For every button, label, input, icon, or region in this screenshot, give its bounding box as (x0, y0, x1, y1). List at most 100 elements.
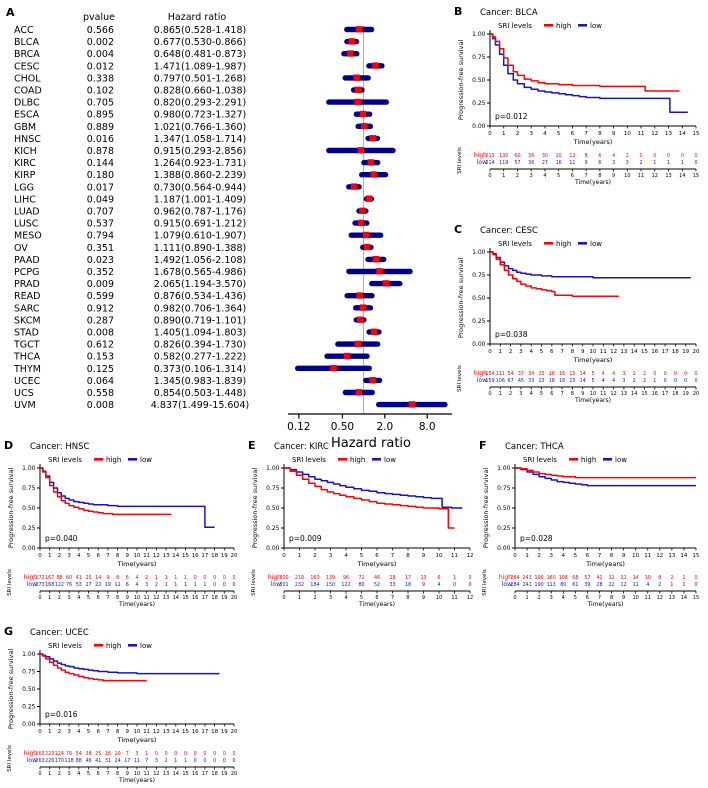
hr-point (355, 389, 362, 396)
risk-count: 41 (76, 575, 82, 581)
pvalue-value: 0.004 (87, 49, 114, 60)
km-curve-high (40, 653, 147, 682)
risk-row-name: low (477, 377, 487, 384)
x-axis-tick-label: 0 (513, 553, 517, 559)
risk-axis-tick-label: 12 (657, 595, 663, 601)
risk-axis-tick-label: 2 (58, 771, 61, 777)
risk-axis-tick-label: 8 (610, 595, 613, 601)
x-axis-tick-label: 20 (231, 553, 238, 559)
hr-ci-text: 1.492(1.056-2.108) (154, 255, 246, 266)
legend-low-label: low (590, 240, 602, 248)
y-axis-tick-label: 1.00 (497, 465, 511, 472)
risk-count: 0 (674, 371, 677, 377)
risk-count: 1 (203, 582, 206, 588)
x-axis-tick-label: 5 (87, 729, 91, 735)
risk-axis-tick-label: 3 (68, 595, 71, 601)
risk-axis-tick-label: 20 (231, 595, 237, 601)
y-axis-tick-label: 0.00 (497, 545, 511, 552)
risk-axis-tick-label: 18 (672, 391, 678, 397)
cancer-name: COAD (14, 86, 42, 97)
hr-ci-text: 1.021(0.766-1.360) (154, 122, 246, 133)
hr-ci-text: 0.890(0.719-1.101) (154, 315, 246, 326)
risk-row-name: high (474, 152, 487, 159)
y-axis-tick-label: 0.75 (22, 485, 36, 492)
x-axis-tick-label: 1 (525, 553, 529, 559)
risk-count: 28 (389, 575, 395, 581)
risk-count: 8 (116, 575, 119, 581)
hr-ci-text: 0.373(0.106-1.314) (154, 364, 246, 375)
y-axis-tick-label: 1.00 (266, 465, 280, 472)
x-axis-tick-label: 15 (182, 729, 189, 735)
hr-axis-tick-label: 0.50 (331, 421, 354, 433)
cancer-name: THCA (13, 352, 41, 363)
y-axis-tick-label: 0.00 (266, 545, 280, 552)
risk-count: 6 (126, 582, 129, 588)
risk-count: 214 (485, 160, 494, 166)
risk-count: 108 (559, 575, 568, 581)
risk-count: 1 (174, 758, 177, 764)
risk-axis-tick-label: 7 (585, 173, 588, 179)
risk-count: 190 (535, 582, 544, 588)
risk-count: 19 (105, 582, 111, 588)
risk-axis-tick-label: 14 (679, 173, 685, 179)
x-axis-tick-label: 10 (590, 349, 597, 355)
risk-count: 163 (310, 575, 319, 581)
pvalue-value: 0.599 (87, 291, 114, 302)
cancer-name: CHOL (14, 73, 41, 84)
x-axis-tick-label: 16 (192, 729, 199, 735)
cancer-name: UVM (14, 400, 36, 411)
risk-axis-tick-label: 19 (221, 771, 227, 777)
risk-count: 159 (485, 378, 494, 384)
x-axis-tick-label: 14 (631, 349, 638, 355)
risk-count: 18 (549, 371, 555, 377)
legend-low-marker (372, 458, 381, 461)
x-axis-tick-label: 1 (48, 553, 52, 559)
y-axis-tick-label: 0.75 (22, 669, 36, 676)
risk-count: 0 (203, 575, 206, 581)
km-curve-high (40, 467, 171, 516)
risk-count: 0 (174, 751, 177, 757)
km-curve-high (490, 251, 619, 297)
pvalue-value: 0.049 (87, 194, 114, 205)
risk-axis-tick-label: 15 (693, 595, 699, 601)
risk-axis-tick-label: 10 (632, 595, 638, 601)
pvalue-value: 0.287 (87, 315, 114, 326)
risk-count: 10 (645, 575, 651, 581)
risk-count: 2 (165, 758, 168, 764)
cancer-name: CESC (14, 61, 40, 72)
risk-count: 76 (66, 582, 72, 588)
x-axis-tick-label: 6 (375, 553, 379, 559)
risk-count: 10 (115, 751, 121, 757)
risk-axis-tick-label: 3 (68, 771, 71, 777)
risk-axis-tick-label: 16 (652, 391, 658, 397)
risk-count: 68 (572, 575, 578, 581)
x-axis-tick-label: 0 (38, 729, 42, 735)
risk-axis-tick-label: 6 (571, 173, 574, 179)
hr-point (376, 268, 383, 275)
risk-count: 284 (510, 582, 519, 588)
risk-count: 124 (55, 751, 64, 757)
km-curve-low (40, 653, 220, 675)
risk-count: 28 (596, 582, 602, 588)
legend-low-marker (578, 242, 587, 245)
risk-count: 184 (310, 582, 319, 588)
cancer-name: ACC (14, 25, 34, 36)
y-axis-tick-label: 0.75 (266, 485, 280, 492)
panel-f-km-thca: F Cancer: THCA SRI levels high low 0.00 0.25 0.… (477, 436, 706, 636)
cancer-name: READ (14, 291, 40, 302)
risk-count: 23 (538, 371, 544, 377)
risk-count: 2 (670, 575, 673, 581)
risk-count: 0 (232, 575, 235, 581)
x-axis-tick-label: 13 (620, 349, 627, 355)
risk-count: 88 (76, 758, 82, 764)
y-axis-tick-label: 0.50 (497, 505, 511, 512)
panel-a-label: A (6, 6, 15, 19)
x-axis-label: Time(years) (117, 736, 157, 744)
pvalue-value: 0.008 (87, 328, 114, 339)
x-axis-tick-label: 8 (116, 553, 120, 559)
pvalue-value: 0.102 (87, 86, 114, 97)
y-axis-tick-label: 0.00 (472, 341, 486, 348)
y-axis-tick-label: 0.50 (266, 505, 280, 512)
